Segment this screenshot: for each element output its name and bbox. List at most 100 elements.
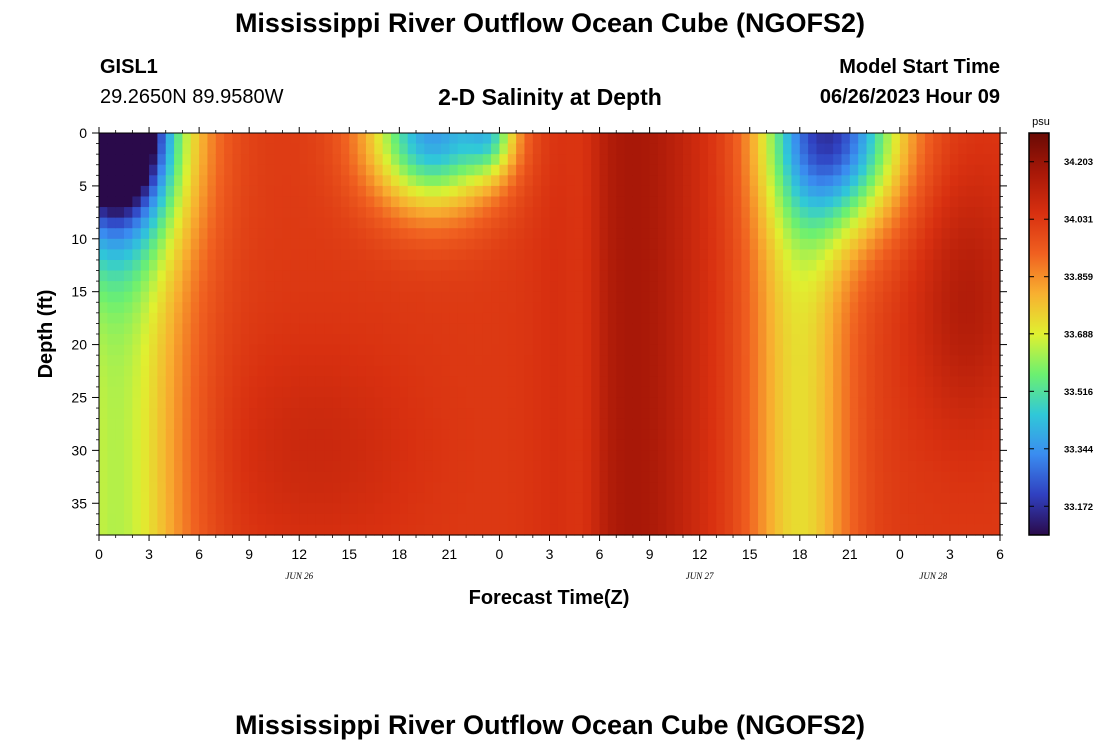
heatmap-cell xyxy=(958,344,968,356)
heatmap-cell xyxy=(566,143,576,155)
heatmap-cell xyxy=(657,270,667,282)
heatmap-cell xyxy=(349,513,359,526)
heatmap-cell xyxy=(416,492,425,504)
heatmap-cell xyxy=(858,418,868,430)
heatmap-cell xyxy=(716,164,726,176)
heatmap-cell xyxy=(199,376,209,388)
heatmap-cell xyxy=(365,450,375,462)
heatmap-cell xyxy=(132,355,142,367)
heatmap-cell xyxy=(833,492,843,504)
heatmap-cell xyxy=(149,471,158,483)
heatmap-cell xyxy=(691,196,701,208)
heatmap-cell xyxy=(908,164,918,176)
heatmap-cell xyxy=(282,429,292,441)
heatmap-cell xyxy=(390,291,400,303)
heatmap-cell xyxy=(557,492,567,504)
heatmap-cell xyxy=(991,302,1001,314)
heatmap-cell xyxy=(858,143,868,155)
heatmap-cell xyxy=(566,281,576,293)
heatmap-cell xyxy=(899,503,909,515)
heatmap-cell xyxy=(691,524,701,536)
heatmap-cell xyxy=(332,513,342,526)
date-label: JUN 28 xyxy=(919,571,947,581)
heatmap-cell xyxy=(816,513,826,526)
heatmap-cell xyxy=(549,429,559,441)
heatmap-cell xyxy=(866,386,876,399)
heatmap-cell xyxy=(824,259,834,272)
heatmap-cell xyxy=(916,323,926,335)
heatmap-cell xyxy=(841,365,851,377)
heatmap-cell xyxy=(708,143,717,155)
heatmap-cell xyxy=(357,386,367,399)
heatmap-cell xyxy=(257,418,267,430)
heatmap-cell xyxy=(657,492,667,504)
heatmap-cell xyxy=(199,482,209,494)
heatmap-cell xyxy=(949,355,959,367)
heatmap-cell xyxy=(891,185,901,198)
heatmap-cell xyxy=(899,482,909,494)
heatmap-cell xyxy=(99,164,108,176)
heatmap-cell xyxy=(349,323,359,335)
heatmap-cell xyxy=(908,439,918,451)
heatmap-cell xyxy=(390,312,400,325)
heatmap-cell xyxy=(149,365,158,377)
heatmap-cell xyxy=(149,281,158,293)
heatmap-cell xyxy=(541,334,551,346)
heatmap-cell xyxy=(749,281,759,293)
heatmap-cell xyxy=(691,334,701,346)
heatmap-cell xyxy=(716,492,726,504)
heatmap-cell xyxy=(616,386,626,399)
heatmap-cell xyxy=(290,397,300,409)
heatmap-cell xyxy=(974,143,984,155)
heatmap-cell xyxy=(549,164,559,176)
heatmap-cell xyxy=(883,503,893,515)
heatmap-cell xyxy=(107,259,117,272)
heatmap-cell xyxy=(708,334,717,346)
heatmap-cell xyxy=(966,418,976,430)
heatmap-cell xyxy=(324,281,334,293)
heatmap-cell xyxy=(824,164,834,176)
date-label: JUN 27 xyxy=(686,571,714,581)
heatmap-cell xyxy=(582,513,592,526)
heatmap-cell xyxy=(107,355,117,367)
heatmap-cell xyxy=(224,344,234,356)
heatmap-cell xyxy=(582,164,592,176)
heatmap-cell xyxy=(866,365,876,377)
heatmap-cell xyxy=(858,524,868,536)
heatmap-cell xyxy=(441,376,450,388)
heatmap-cell xyxy=(532,238,542,250)
heatmap-cell xyxy=(290,175,300,187)
heatmap-cell xyxy=(441,133,450,145)
heatmap-cell xyxy=(699,312,709,325)
heatmap-cell xyxy=(716,259,726,272)
heatmap-cell xyxy=(240,408,250,420)
heatmap-cell xyxy=(374,386,384,399)
heatmap-cell xyxy=(649,207,659,219)
heatmap-cell xyxy=(749,492,759,504)
heatmap-cell xyxy=(641,312,651,325)
heatmap-cell xyxy=(132,175,142,187)
heatmap-cell xyxy=(390,524,400,536)
heatmap-cell xyxy=(390,334,400,346)
heatmap-cell xyxy=(574,513,584,526)
heatmap-cell xyxy=(457,270,467,282)
heatmap-cell xyxy=(390,270,400,282)
heatmap-cell xyxy=(407,259,417,272)
heatmap-cell xyxy=(524,482,534,494)
heatmap-cell xyxy=(407,228,417,240)
heatmap-cell xyxy=(516,397,526,409)
heatmap-cell xyxy=(399,334,409,346)
heatmap-cell xyxy=(507,249,517,261)
heatmap-cell xyxy=(616,207,626,219)
heatmap-cell xyxy=(174,238,184,250)
heatmap-cell xyxy=(966,524,976,536)
heatmap-cell xyxy=(491,482,501,494)
heatmap-cell xyxy=(641,196,651,208)
heatmap-cell xyxy=(382,397,392,409)
heatmap-cell xyxy=(466,355,476,367)
heatmap-cell xyxy=(657,418,667,430)
heatmap-cell xyxy=(591,217,601,229)
heatmap-cell xyxy=(516,439,526,451)
heatmap-cell xyxy=(132,238,142,250)
heatmap-cell xyxy=(190,291,200,303)
